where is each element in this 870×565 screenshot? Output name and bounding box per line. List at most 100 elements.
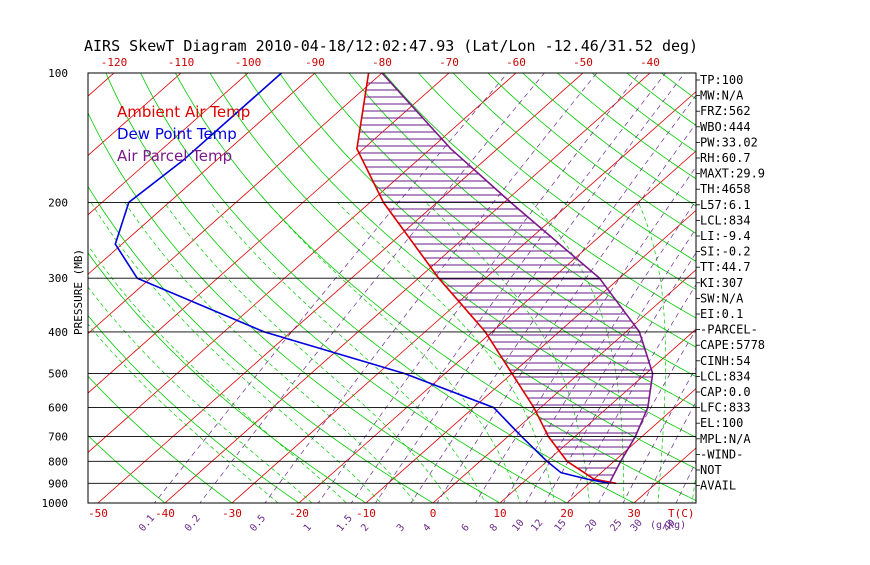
index-entry: SW:N/A	[700, 291, 744, 305]
isotherm-line	[758, 53, 870, 512]
pressure-tick-label: 900	[48, 477, 68, 490]
y-axis-label: PRESSURE (MB)	[72, 249, 85, 335]
mixing-ratio-tick-label: 15	[553, 518, 569, 534]
bottom-tick-label: -40	[155, 507, 175, 520]
top-tick-label: -60	[506, 56, 526, 69]
moist-adiabat-line	[532, 202, 624, 512]
bottom-tick-label: 10	[493, 507, 506, 520]
index-entry: SI:-0.2	[700, 245, 751, 259]
legend-entry: Dew Point Temp	[117, 125, 237, 143]
bottom-tick-label: -20	[289, 507, 309, 520]
index-entry: CINH:54	[700, 354, 751, 368]
bottom-tick-label: 20	[560, 507, 573, 520]
mixing-ratio-tick-label: 10	[510, 518, 526, 534]
dry-adiabat-line	[34, 63, 449, 512]
mixing-ratio-tick-label: 12	[529, 518, 545, 534]
mixing-ratio-tick-label: 0.5	[248, 513, 268, 534]
isotherm-line	[490, 53, 870, 512]
top-tick-label: -80	[372, 56, 392, 69]
mixing-ratio-tick-label: 1.5	[335, 513, 355, 534]
moist-adiabat-line	[61, 202, 356, 512]
index-entry: LCL:834	[700, 213, 751, 227]
index-entry: -WIND-	[700, 447, 743, 461]
pressure-tick-label: 100	[48, 67, 68, 80]
mixing-ratio-tick-label: 3	[395, 522, 407, 534]
dry-adiabat-line	[239, 63, 856, 512]
bottom-tick-label: -50	[88, 507, 108, 520]
index-entry: MW:N/A	[700, 89, 744, 103]
pressure-tick-label: 1000	[42, 497, 69, 510]
dry-adiabat-line	[650, 63, 870, 512]
index-entry: MPL:N/A	[700, 432, 751, 446]
index-entry: CAPE:5778	[700, 338, 765, 352]
isotherm-line	[356, 53, 870, 512]
bottom-tick-label: -30	[222, 507, 242, 520]
index-entry: -PARCEL-	[700, 323, 758, 337]
mixing-ratio-tick-label: 1	[302, 522, 314, 534]
pressure-tick-label: 400	[48, 326, 68, 339]
index-entry: MAXT:29.9	[700, 167, 765, 181]
top-tick-label: -40	[640, 56, 660, 69]
top-tick-label: -100	[235, 56, 262, 69]
top-tick-label: -50	[573, 56, 593, 69]
index-entry: KI:307	[700, 276, 743, 290]
isotherm-line	[0, 53, 203, 512]
dry-adiabat-line	[478, 63, 870, 512]
index-entry: EI:0.1	[700, 307, 743, 321]
isotherm-line	[155, 53, 673, 512]
top-tick-label: -120	[101, 56, 128, 69]
legend: Ambient Air Temp Dew Point Temp Air Parcel…	[117, 103, 250, 165]
chart-title: AIRS SkewT Diagram 2010-04-18/12:02:47.9…	[84, 37, 698, 55]
index-entry: LFC:833	[700, 401, 751, 415]
index-entry: LCL:834	[700, 369, 751, 383]
x-unit-label: T(C)	[668, 507, 695, 520]
index-entry: FRZ:562	[700, 104, 751, 118]
index-entry: PW:33.02	[700, 135, 758, 149]
bottom-tick-label: -10	[356, 507, 376, 520]
bottom-tick-label: 30	[627, 507, 640, 520]
bottom-tick-label: 0	[430, 507, 437, 520]
mixing-ratio-tick-label: 20	[584, 518, 600, 534]
isotherm-line	[0, 53, 471, 512]
top-tick-label: -110	[168, 56, 195, 69]
index-entry: TH:4658	[700, 182, 751, 196]
mixing-ratio-tick-label: 0.2	[183, 513, 203, 534]
pressure-tick-label: 600	[48, 402, 68, 415]
mixing-ratio-tick-label: 30	[629, 518, 645, 534]
isotherm-line	[825, 53, 870, 512]
index-entry: NOT	[700, 463, 722, 477]
index-entry: TT:44.7	[700, 260, 751, 274]
index-entry: AVAIL	[700, 479, 736, 493]
dry-adiabat-line	[410, 63, 870, 512]
index-entry: EL:100	[700, 416, 743, 430]
pressure-tick-label: 700	[48, 430, 68, 443]
index-entry: RH:60.7	[700, 151, 751, 165]
index-entry: TP:100	[700, 73, 743, 87]
isotherm-line	[0, 53, 270, 512]
pressure-tick-label: 800	[48, 455, 68, 468]
isotherm-line	[0, 53, 2, 512]
index-entry: WBO:444	[700, 120, 751, 134]
legend-entry: Ambient Air Temp	[117, 103, 250, 121]
legend-entry: Air Parcel Temp	[117, 147, 232, 165]
dry-adiabat-line	[376, 63, 870, 512]
mixing-unit-label: (g/kg)	[650, 520, 686, 531]
moist-adiabat-line	[267, 202, 523, 512]
mixing-ratio-tick-label: 2	[359, 522, 371, 534]
pressure-tick-label: 300	[48, 272, 68, 285]
index-entry: L57:6.1	[700, 198, 751, 212]
pressure-tick-label: 500	[48, 368, 68, 381]
mixing-ratio-tick-label: 4	[421, 522, 433, 534]
pressure-tick-label: 200	[48, 196, 68, 209]
mixing-ratio-tick-label: 25	[608, 518, 624, 534]
isotherm-line	[222, 53, 740, 512]
index-entry: LI:-9.4	[700, 229, 751, 243]
top-tick-label: -90	[305, 56, 325, 69]
top-tick-label: -70	[439, 56, 459, 69]
mixing-ratio-tick-label: 8	[488, 522, 500, 534]
index-entry: CAP:0.0	[700, 385, 751, 399]
mixing-ratio-tick-label: 6	[460, 522, 472, 534]
